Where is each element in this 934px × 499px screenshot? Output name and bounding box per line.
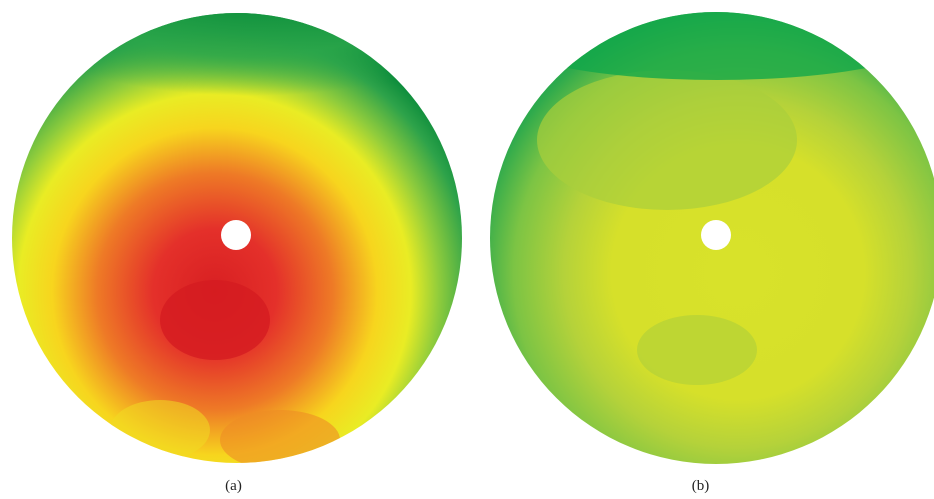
center-hole-b — [701, 220, 731, 250]
heatmap-disc-b — [490, 12, 934, 464]
panel-b: (b) — [467, 0, 934, 499]
center-hole-a — [221, 220, 251, 250]
caption-b: (b) — [691, 478, 710, 494]
panel-a: (a) — [12, 13, 462, 494]
caption-a: (a) — [225, 478, 242, 494]
heatmap-disc-a — [12, 13, 462, 463]
